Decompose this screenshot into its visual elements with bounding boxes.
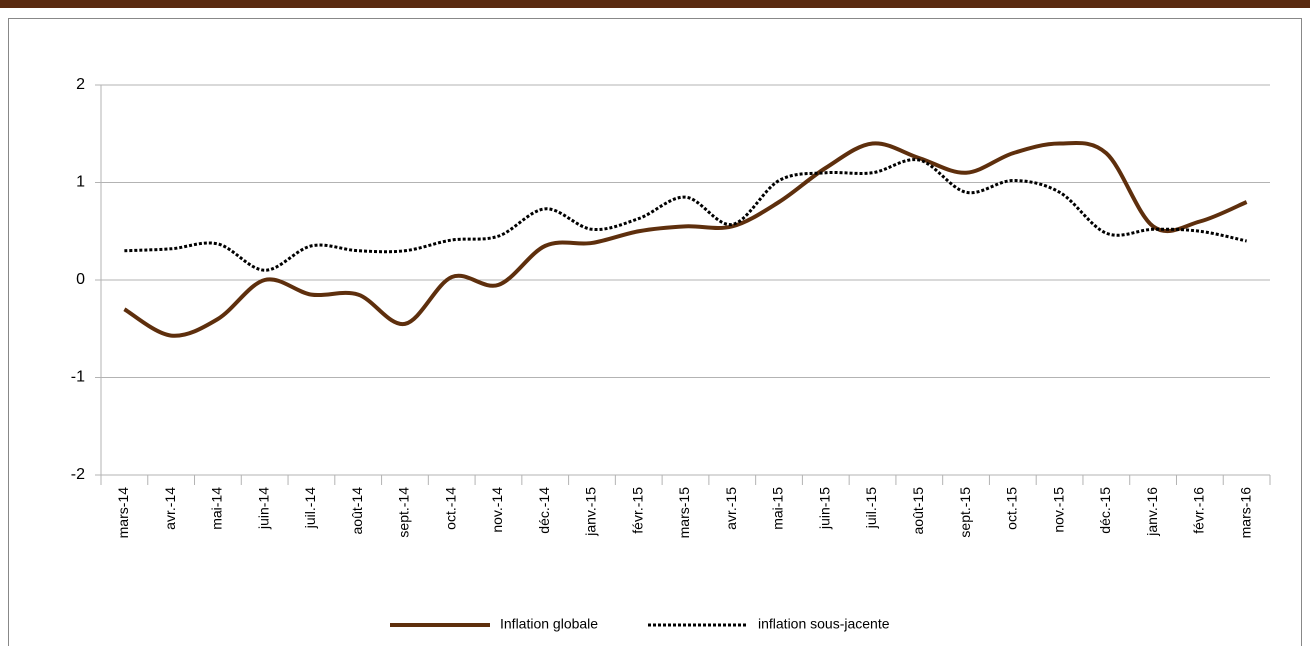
series-line <box>123 140 1248 338</box>
series-line <box>124 158 1247 272</box>
x-tick-label: août-14 <box>349 487 365 535</box>
x-tick-label: nov.-14 <box>489 487 505 533</box>
x-tick-label: juin-15 <box>816 487 832 530</box>
x-tick-label: janv.-15 <box>583 487 599 537</box>
x-tick-label: sept.-14 <box>396 487 412 538</box>
x-tick-label: mai-15 <box>770 487 786 530</box>
x-tick-label: janv.-16 <box>1144 487 1160 537</box>
x-tick-label: déc.-14 <box>536 487 552 534</box>
chart-border <box>8 18 1302 646</box>
x-tick-label: mai-14 <box>209 487 225 530</box>
x-tick-label: mars-16 <box>1237 487 1253 539</box>
legend-label: inflation sous-jacente <box>758 616 890 632</box>
x-tick-label: juin-14 <box>255 487 271 530</box>
x-tick-label: févr.-16 <box>1191 487 1207 534</box>
x-tick-label: juil.-15 <box>863 487 879 529</box>
top-bar <box>0 0 1310 8</box>
x-tick-label: oct.-14 <box>442 487 458 530</box>
x-tick-label: févr.-15 <box>629 487 645 534</box>
x-tick-label: sept.-15 <box>957 487 973 538</box>
y-tick-label: -1 <box>71 369 85 386</box>
legend-label: Inflation globale <box>500 616 598 632</box>
y-tick-label: -2 <box>71 466 85 483</box>
x-tick-label: avr.-14 <box>162 487 178 530</box>
x-tick-label: avr.-15 <box>723 487 739 530</box>
x-tick-label: mars-14 <box>115 487 131 539</box>
y-tick-label: 1 <box>76 174 85 191</box>
x-tick-label: déc.-15 <box>1097 487 1113 534</box>
x-tick-label: nov.-15 <box>1050 487 1066 533</box>
x-tick-label: mars-15 <box>676 487 692 539</box>
y-tick-label: 0 <box>76 271 85 288</box>
y-tick-label: 2 <box>76 76 85 93</box>
x-tick-label: oct.-15 <box>1004 487 1020 530</box>
x-tick-label: août-15 <box>910 487 926 535</box>
x-tick-label: juil.-14 <box>302 487 318 529</box>
